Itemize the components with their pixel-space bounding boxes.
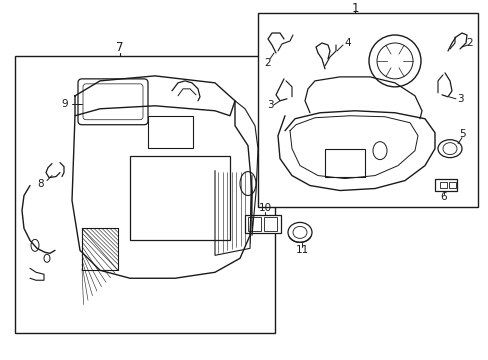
Bar [264, 217, 276, 231]
Text: 6: 6 [440, 192, 447, 202]
Text: 4: 4 [344, 38, 350, 48]
Ellipse shape [44, 254, 50, 262]
Text: 2: 2 [264, 58, 271, 68]
Text: 7: 7 [116, 41, 123, 54]
Text: 9: 9 [61, 99, 68, 109]
Ellipse shape [31, 239, 39, 251]
Text: 2: 2 [466, 38, 472, 48]
Ellipse shape [240, 172, 256, 195]
Bar [247, 217, 261, 231]
Bar [448, 181, 455, 188]
Bar [325, 149, 364, 176]
Ellipse shape [437, 140, 461, 158]
Ellipse shape [376, 43, 412, 79]
Text: 3: 3 [456, 94, 462, 104]
Ellipse shape [442, 143, 456, 155]
Text: 8: 8 [38, 179, 44, 189]
Text: 1: 1 [350, 1, 358, 15]
Bar [15, 56, 274, 333]
Ellipse shape [372, 142, 386, 159]
Bar [439, 181, 446, 188]
Bar [434, 179, 456, 190]
Bar [148, 116, 193, 148]
FancyBboxPatch shape [83, 84, 142, 120]
Text: 3: 3 [266, 100, 273, 110]
Ellipse shape [368, 35, 420, 87]
Text: 10: 10 [258, 203, 271, 213]
Bar [244, 215, 281, 233]
Ellipse shape [292, 226, 306, 238]
Bar [130, 156, 229, 240]
Text: 5: 5 [458, 129, 465, 139]
Text: 11: 11 [295, 245, 308, 255]
Ellipse shape [287, 222, 311, 242]
FancyBboxPatch shape [78, 79, 148, 125]
Bar [258, 13, 477, 207]
